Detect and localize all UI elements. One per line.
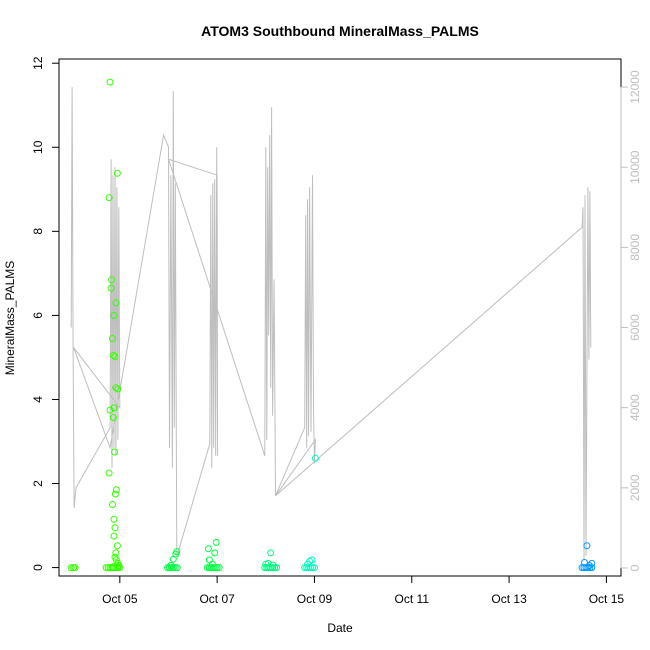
points-layer <box>67 78 596 572</box>
data-point <box>269 564 277 572</box>
y2-tick-label: 8000 <box>628 234 642 261</box>
right-axis: 0 2000 4000 6000 8000 10000 12000 <box>620 70 642 571</box>
y-axis-label: MineralMass_PALMS <box>3 261 17 375</box>
data-point <box>112 564 120 572</box>
y2-tick-label: 10000 <box>628 150 642 184</box>
data-point <box>309 564 316 572</box>
data-point <box>211 549 219 557</box>
data-point <box>215 564 223 572</box>
data-point <box>71 564 79 572</box>
data-point <box>204 545 212 553</box>
y2-tick-label: 0 <box>628 564 642 571</box>
data-point <box>262 560 270 568</box>
y-tick-label: 6 <box>31 312 45 319</box>
data-point <box>311 454 319 462</box>
data-point <box>304 560 312 568</box>
y2-tick-label: 12000 <box>628 70 642 104</box>
data-point <box>112 384 120 392</box>
x-tick-label: Oct 15 <box>589 592 625 606</box>
data-point <box>173 564 181 572</box>
data-point <box>107 284 115 292</box>
bottom-axis: Oct 05 Oct 07 Oct 09 Oct 11 Oct 13 Oct 15 <box>102 575 625 606</box>
data-point <box>173 548 181 556</box>
data-point <box>269 561 277 569</box>
data-point <box>205 556 213 564</box>
data-point <box>311 564 318 572</box>
y-tick-label: 0 <box>31 564 45 571</box>
y2-tick-label: 2000 <box>628 474 642 501</box>
y2-tick-label: 6000 <box>628 314 642 341</box>
data-point <box>106 406 114 414</box>
data-point <box>111 524 119 532</box>
data-point <box>113 169 121 177</box>
data-point <box>105 469 113 477</box>
x-tick-label: Oct 07 <box>199 592 235 606</box>
data-point <box>585 562 593 569</box>
data-point <box>110 515 118 523</box>
altitude-layer <box>70 87 592 561</box>
data-point <box>109 335 116 342</box>
data-point <box>212 538 220 546</box>
data-point <box>109 501 116 508</box>
data-point <box>308 556 316 564</box>
data-point <box>106 78 114 86</box>
data-point <box>167 562 175 569</box>
x-tick-label: Oct 09 <box>297 592 333 606</box>
data-point <box>111 490 119 498</box>
data-point <box>110 404 118 412</box>
data-point <box>112 549 120 557</box>
data-point <box>109 563 117 571</box>
data-point <box>113 542 121 550</box>
data-point <box>112 486 120 494</box>
data-point <box>583 542 591 550</box>
y-tick-label: 10 <box>31 140 45 154</box>
data-point <box>110 532 118 540</box>
data-point <box>111 353 119 361</box>
data-point <box>267 549 275 557</box>
data-point <box>581 559 588 566</box>
x-tick-label: Oct 05 <box>102 592 138 606</box>
data-point <box>111 448 118 456</box>
data-point <box>113 562 121 570</box>
plot-area <box>58 58 622 577</box>
data-point <box>112 299 120 307</box>
data-point <box>584 564 592 572</box>
data-point <box>114 385 122 393</box>
y-tick-label: 4 <box>31 396 45 403</box>
y2-tick-label: 4000 <box>628 394 642 421</box>
data-point <box>105 194 113 202</box>
x-tick-label: Oct 13 <box>491 592 527 606</box>
x-tick-label: Oct 11 <box>395 592 430 606</box>
data-point <box>110 351 117 359</box>
data-point <box>110 414 117 421</box>
data-point <box>67 564 75 572</box>
left-axis: 0 2 4 6 8 10 12 <box>31 56 60 571</box>
y-tick-label: 2 <box>31 480 45 487</box>
y-tick-label: 12 <box>31 56 45 70</box>
data-point <box>171 564 179 572</box>
data-point <box>208 560 216 568</box>
altitude-line <box>70 87 592 561</box>
data-point <box>108 276 116 284</box>
y-tick-label: 8 <box>31 228 45 235</box>
data-point <box>110 311 118 319</box>
x-axis-label: Date <box>327 621 353 635</box>
chart-title: ATOM3 Southbound MineralMass_PALMS <box>201 23 479 39</box>
data-point <box>213 564 221 572</box>
